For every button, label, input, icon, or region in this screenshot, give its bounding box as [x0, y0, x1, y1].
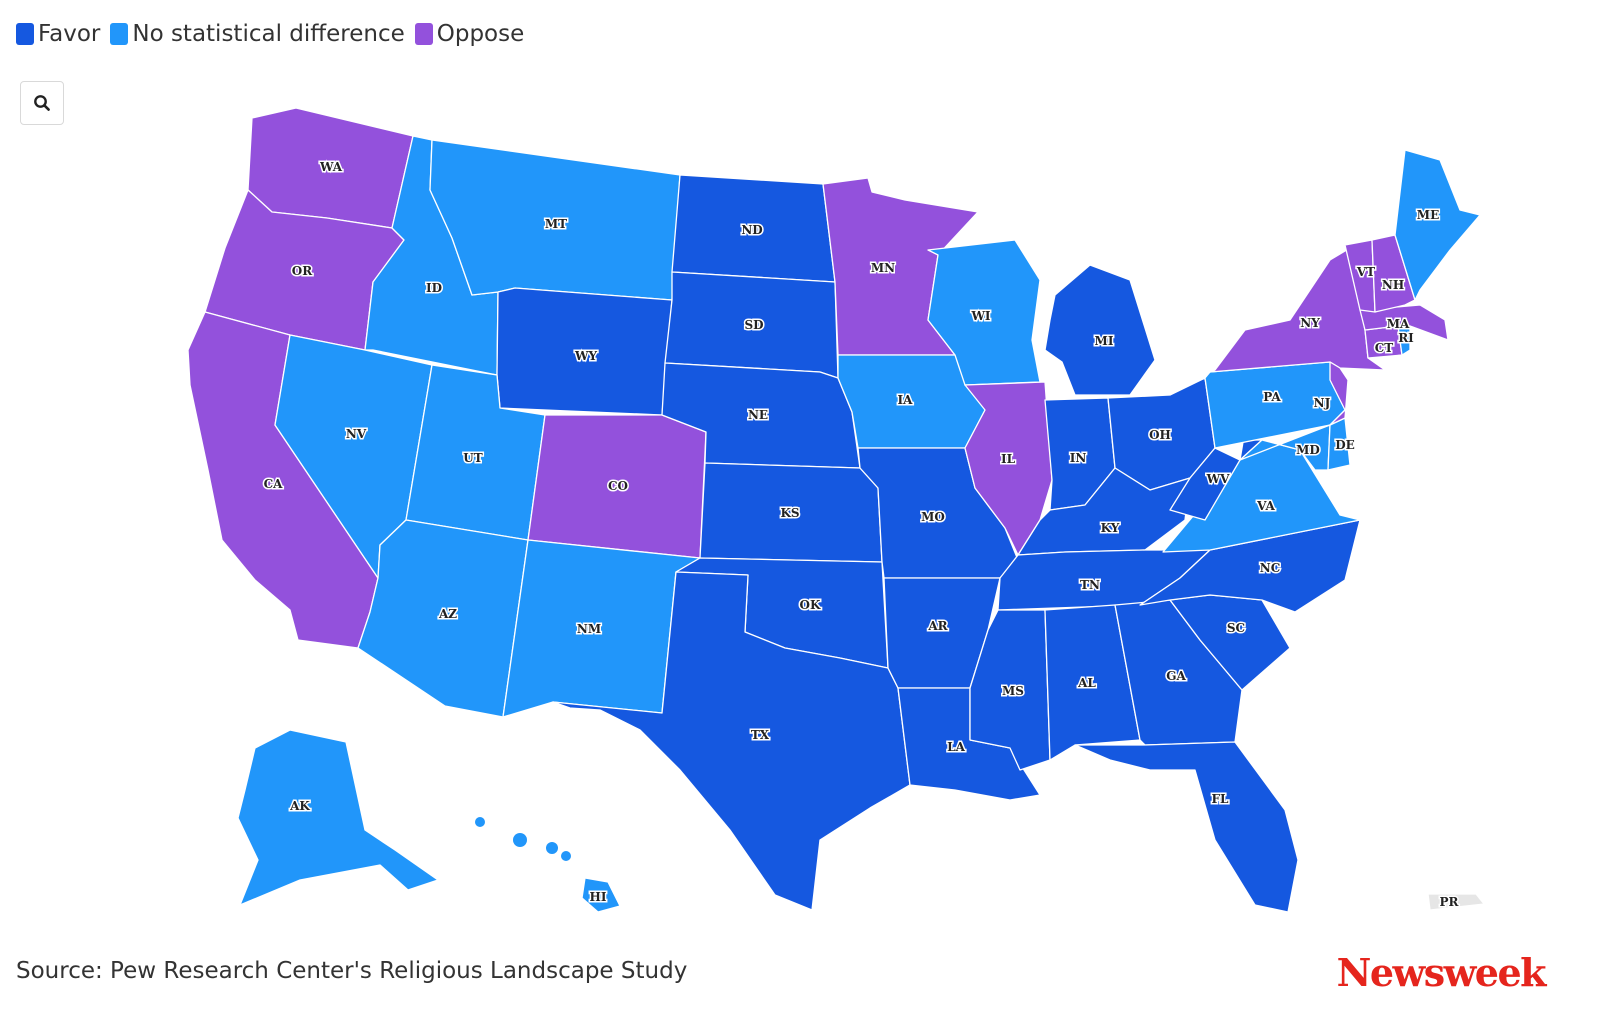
state-label-ga: GA: [1166, 669, 1186, 683]
state-al[interactable]: [1044, 604, 1141, 761]
state-label-ne: NE: [748, 408, 768, 422]
state-label-mo: MO: [921, 510, 945, 524]
state-label-nd: ND: [741, 223, 762, 237]
state-label-pr: PR: [1440, 895, 1460, 909]
state-label-pa: PA: [1263, 390, 1281, 404]
state-label-wi: WI: [970, 309, 990, 323]
state-ma[interactable]: [1359, 304, 1449, 341]
state-label-me: ME: [1417, 208, 1439, 222]
state-label-tx: TX: [751, 728, 770, 742]
state-label-in: IN: [1070, 451, 1087, 465]
state-label-oh: OH: [1149, 428, 1171, 442]
state-fl[interactable]: [1074, 741, 1299, 913]
state-nj[interactable]: [1329, 361, 1349, 426]
state-label-tn: TN: [1080, 578, 1100, 592]
state-label-fl: FL: [1212, 792, 1230, 806]
state-label-wa: WA: [319, 160, 343, 174]
legend: Favor No statistical difference Oppose: [16, 18, 524, 50]
state-label-nj: NJ: [1314, 396, 1331, 410]
state-nc[interactable]: [1139, 519, 1361, 613]
hawaii-island-1[interactable]: [513, 833, 527, 847]
state-label-de: DE: [1335, 438, 1355, 452]
state-label-il: IL: [1001, 452, 1016, 466]
state-label-al: AL: [1077, 676, 1096, 690]
state-label-ia: IA: [898, 393, 914, 407]
state-label-ks: KS: [780, 506, 799, 520]
state-label-ny: NY: [1300, 316, 1320, 330]
state-label-id: ID: [426, 281, 442, 295]
state-label-md: MD: [1296, 443, 1320, 457]
legend-item-no-statistical-difference[interactable]: No statistical difference: [110, 21, 405, 47]
state-label-ms: MS: [1002, 684, 1024, 698]
state-label-ri: RI: [1398, 331, 1414, 345]
legend-item-favor[interactable]: Favor: [16, 21, 100, 47]
state-label-mn: MN: [871, 261, 895, 275]
hawaii-island-4[interactable]: [475, 817, 485, 827]
state-label-nh: NH: [1382, 278, 1404, 292]
state-label-hi: HI: [590, 890, 607, 904]
state-label-ct: CT: [1375, 341, 1394, 355]
legend-label-no-statistical-difference: No statistical difference: [132, 21, 405, 47]
state-label-mi: MI: [1095, 334, 1114, 348]
state-label-wv: WV: [1206, 472, 1230, 486]
state-pr[interactable]: [1427, 893, 1485, 911]
legend-label-oppose: Oppose: [436, 21, 525, 47]
state-nh[interactable]: [1371, 234, 1416, 313]
state-label-ma: MA: [1387, 317, 1410, 331]
state-label-sc: SC: [1227, 621, 1245, 635]
state-tx[interactable]: [552, 571, 911, 911]
source-note: Source: Pew Research Center's Religious …: [16, 958, 688, 984]
zoom-button[interactable]: [20, 81, 64, 125]
state-label-la: LA: [947, 740, 965, 754]
state-label-nm: NM: [577, 622, 601, 636]
state-label-co: CO: [608, 479, 628, 493]
state-hi[interactable]: [581, 877, 621, 913]
state-label-sd: SD: [744, 318, 763, 332]
state-label-nv: NV: [346, 427, 367, 441]
legend-swatch-no-statistical-difference: [110, 23, 129, 45]
hawaii-island-3[interactable]: [561, 851, 571, 861]
state-label-ar: AR: [927, 619, 948, 633]
state-label-vt: VT: [1356, 265, 1375, 279]
state-label-mt: MT: [545, 217, 567, 231]
legend-item-oppose[interactable]: Oppose: [414, 21, 525, 47]
legend-swatch-oppose: [414, 23, 433, 45]
state-label-ak: AK: [289, 799, 310, 813]
search-icon: [34, 95, 50, 111]
state-ak[interactable]: [237, 729, 439, 906]
state-me[interactable]: [1394, 149, 1481, 301]
newsweek-logo: Newsweek: [1336, 950, 1547, 995]
state-label-az: AZ: [438, 607, 457, 621]
state-label-or: OR: [292, 264, 313, 278]
hawaii-island-2[interactable]: [546, 842, 558, 854]
state-label-ok: OK: [800, 598, 821, 612]
legend-label-favor: Favor: [38, 21, 101, 47]
state-label-ca: CA: [264, 477, 284, 491]
legend-swatch-favor: [16, 23, 34, 45]
state-label-ut: UT: [463, 451, 482, 465]
state-mi[interactable]: [1044, 264, 1156, 396]
state-label-va: VA: [1256, 499, 1275, 513]
state-label-ky: KY: [1101, 521, 1120, 535]
state-label-nc: NC: [1260, 561, 1281, 575]
state-label-wy: WY: [574, 349, 597, 363]
